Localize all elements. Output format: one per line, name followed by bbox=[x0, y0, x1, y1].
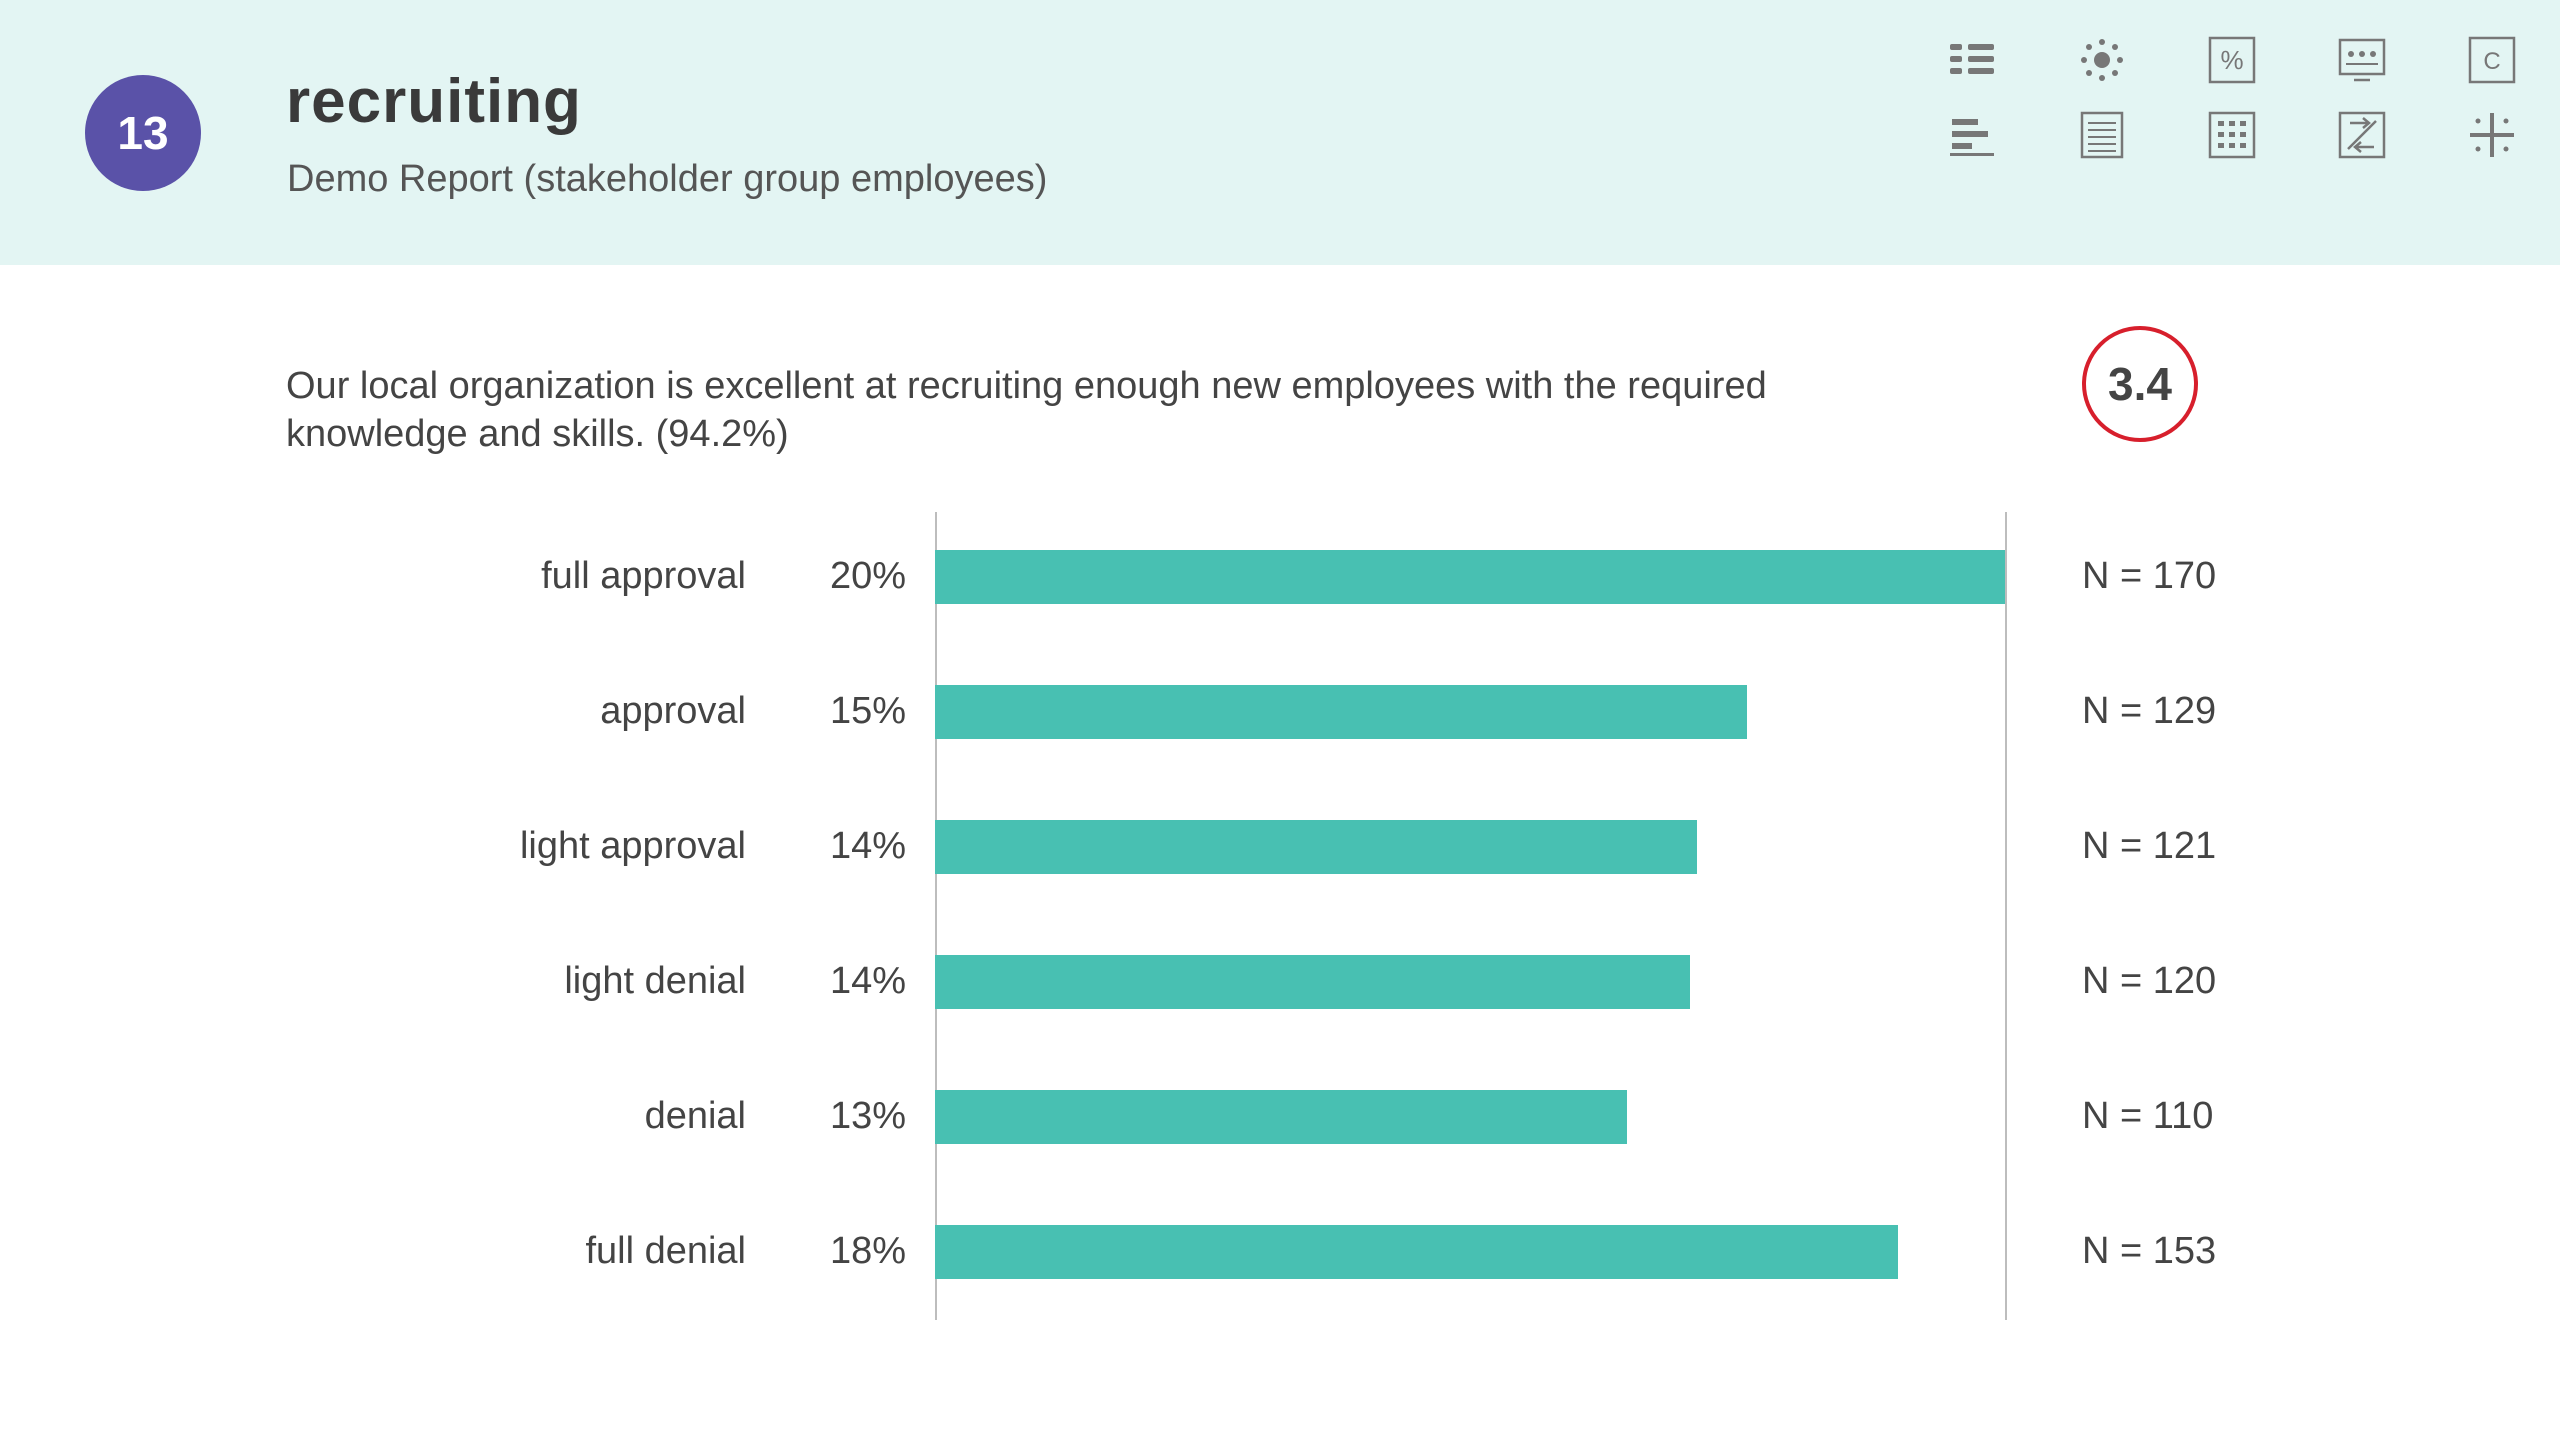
brightness-icon[interactable] bbox=[2074, 32, 2130, 88]
category-label: full approval bbox=[541, 555, 746, 597]
chart-axis-left bbox=[935, 512, 937, 1320]
bar[interactable] bbox=[935, 955, 1690, 1009]
percent-icon[interactable]: % bbox=[2204, 32, 2260, 88]
percentage-label: 13% bbox=[829, 1095, 906, 1137]
c-glyph: C bbox=[2483, 48, 2500, 75]
page-title: recruiting bbox=[286, 67, 582, 136]
sample-size-label: N = 153 bbox=[2082, 1230, 2217, 1272]
bar[interactable] bbox=[935, 1090, 1627, 1144]
sample-size-label: N = 121 bbox=[2082, 825, 2217, 867]
report-header: 13 recruiting Demo Report (stakeholder g… bbox=[0, 0, 2560, 265]
page-subtitle: Demo Report (stakeholder group employees… bbox=[287, 158, 1048, 200]
swap-arrows-icon[interactable] bbox=[2334, 107, 2390, 163]
category-label: denial bbox=[644, 1095, 746, 1137]
document-icon[interactable] bbox=[2074, 107, 2130, 163]
category-label: full denial bbox=[585, 1230, 746, 1272]
copyright-icon[interactable]: C bbox=[2464, 32, 2520, 88]
bar[interactable] bbox=[935, 820, 1697, 874]
horizontal-bar-icon[interactable] bbox=[1944, 107, 2000, 163]
chart-axis-right bbox=[2005, 512, 2007, 1320]
sample-size-label: N = 110 bbox=[2082, 1095, 2214, 1137]
percentage-label: 14% bbox=[829, 825, 906, 867]
question-number-badge: 13 bbox=[85, 75, 201, 191]
list-view-icon[interactable] bbox=[1944, 32, 2000, 88]
sample-size-label: N = 120 bbox=[2082, 960, 2217, 1002]
bar[interactable] bbox=[935, 685, 1747, 739]
percent-glyph: % bbox=[2220, 45, 2243, 75]
percentage-label: 18% bbox=[829, 1230, 906, 1272]
question-text: Our local organization is excellent at r… bbox=[286, 365, 1767, 455]
percentage-label: 15% bbox=[829, 690, 906, 732]
category-label: approval bbox=[600, 690, 746, 732]
category-label: light approval bbox=[519, 825, 746, 867]
sample-size-label: N = 170 bbox=[2082, 555, 2217, 597]
sparkle-icon[interactable] bbox=[2464, 107, 2520, 163]
bar[interactable] bbox=[935, 1225, 1898, 1279]
percentage-label: 14% bbox=[829, 960, 906, 1002]
average-score: 3.4 bbox=[2082, 326, 2198, 442]
presentation-icon[interactable] bbox=[2334, 32, 2390, 88]
percentage-label: 20% bbox=[829, 555, 906, 597]
category-label: light denial bbox=[564, 960, 746, 1002]
sample-size-label: N = 129 bbox=[2082, 690, 2217, 732]
bar[interactable] bbox=[935, 550, 2005, 604]
grid-table-icon[interactable] bbox=[2204, 107, 2260, 163]
